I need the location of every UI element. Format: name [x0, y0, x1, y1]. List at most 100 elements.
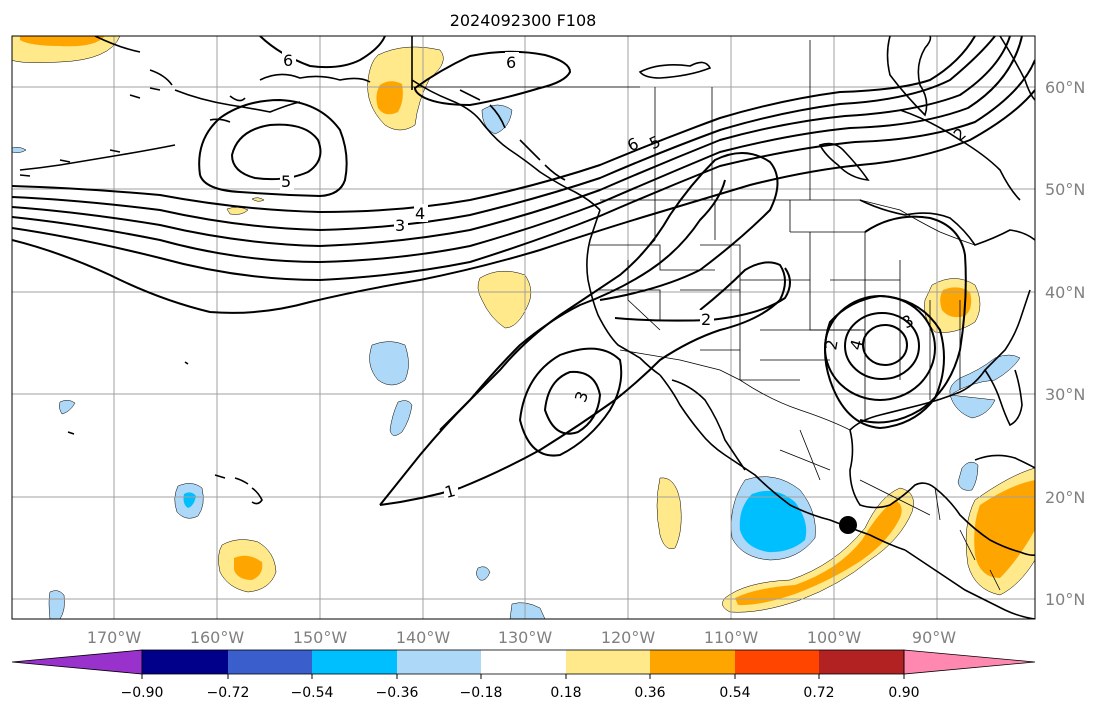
contour-line	[824, 294, 945, 430]
lon-label: 110°W	[704, 628, 759, 647]
colorbar-segment	[481, 650, 566, 674]
colorbar-tick-label: −0.36	[376, 685, 419, 701]
contour-line	[518, 347, 623, 457]
negative-anomaly-area	[509, 602, 546, 619]
negative-anomaly-core	[739, 490, 807, 553]
positive-anomaly-area	[477, 270, 532, 329]
hawaii	[214, 474, 263, 505]
negative-anomaly-area	[476, 566, 491, 581]
lon-label: 100°W	[807, 628, 862, 647]
contour-line	[230, 123, 322, 181]
contour-line	[12, 36, 976, 214]
contour-label: 1	[443, 481, 458, 502]
colorbar-tick-label: −0.90	[121, 685, 164, 701]
positive-anomaly-core	[940, 287, 972, 318]
map-frame	[11, 35, 1036, 620]
map-area	[12, 36, 1035, 619]
colorbar-segment	[650, 650, 735, 674]
anomaly-shading	[12, 36, 1035, 619]
lat-label: 30°N	[1045, 385, 1085, 404]
mexico-coast	[659, 374, 906, 551]
colorbar-tick-label: −0.54	[291, 685, 334, 701]
colorbar-segment	[397, 650, 481, 674]
negative-anomaly-area	[389, 400, 413, 436]
colorbar-segment	[819, 650, 904, 674]
contour-line	[198, 98, 348, 198]
positive-anomaly-area	[251, 197, 265, 202]
contour-line	[12, 59, 1035, 282]
us-canada-border	[600, 199, 976, 246]
contour-line	[859, 215, 967, 424]
contour-line	[12, 36, 996, 232]
contour-line	[439, 152, 779, 431]
contour-label: 4	[846, 337, 867, 352]
lat-label: 20°N	[1045, 488, 1085, 507]
colorbar-segment	[142, 650, 228, 674]
contour-label: 5	[281, 172, 291, 191]
contour-line	[379, 261, 786, 506]
positive-anomaly-core	[20, 36, 105, 47]
colorbar-extend-max	[903, 649, 1036, 675]
contour-line	[862, 324, 908, 366]
contour-line	[379, 179, 726, 506]
location-marker	[839, 516, 857, 534]
positive-anomaly-core	[234, 555, 263, 580]
colorbar-tick-label: −0.18	[460, 685, 503, 701]
negative-anomaly-area	[12, 147, 27, 153]
colorbar-tick-label: 0.54	[719, 685, 750, 701]
colorbar-segment	[312, 650, 397, 674]
negative-anomaly-area	[369, 341, 409, 386]
contour-line	[12, 36, 1023, 264]
colorbar-tick-label: 0.72	[803, 685, 834, 701]
positive-anomaly-area	[656, 477, 682, 549]
colorbar-extend-min	[11, 649, 143, 675]
lon-label: 90°W	[912, 628, 956, 647]
contour-line	[614, 267, 791, 322]
colorbar-tick-label: 0.18	[550, 685, 581, 701]
coastlines	[19, 36, 1035, 619]
positive-anomaly-core	[376, 81, 403, 115]
colorbar-segment	[566, 650, 650, 674]
negative-anomaly-area	[949, 354, 1021, 419]
lat-label: 60°N	[1045, 78, 1085, 97]
colorbar-segment	[228, 650, 312, 674]
colorbar: −0.90 −0.72 −0.54 −0.36 −0.18 0.18 0.36 …	[11, 649, 1036, 701]
colorbar-tick-label: −0.72	[207, 685, 250, 701]
contour-line	[12, 89, 1035, 314]
contour-label: 6	[506, 53, 516, 72]
positive-anomaly-core	[735, 500, 902, 606]
contour-label: 3	[395, 216, 405, 235]
us-mexico-border	[619, 349, 851, 431]
lat-label: 10°N	[1045, 590, 1085, 609]
negative-anomaly-core	[183, 492, 196, 508]
contour-label: 2	[821, 338, 841, 351]
contour-line	[844, 312, 920, 380]
lon-label: 140°W	[396, 628, 451, 647]
lon-label: 150°W	[293, 628, 348, 647]
us-west-coast	[586, 209, 661, 376]
lat-label: 50°N	[1045, 180, 1085, 199]
lat-label: 40°N	[1045, 283, 1085, 302]
negative-anomaly-area	[957, 461, 979, 491]
longitude-axis: 170°W 160°W 150°W 140°W 130°W 120°W 110°…	[87, 628, 956, 647]
lon-label: 160°W	[190, 628, 245, 647]
negative-anomaly-area	[59, 400, 76, 415]
negative-anomaly-area	[48, 590, 65, 619]
lon-label: 130°W	[498, 628, 553, 647]
contour-label: 2	[701, 310, 711, 329]
lon-label: 120°W	[601, 628, 656, 647]
contour-label: 4	[415, 204, 425, 223]
contour-line	[12, 36, 1011, 248]
positive-anomaly-area	[226, 207, 249, 215]
contour-line	[413, 50, 572, 107]
latitude-axis: 60°N 50°N 40°N 30°N 20°N 10°N	[1045, 78, 1085, 609]
colorbar-segment	[735, 650, 819, 674]
positive-anomaly-core	[974, 480, 1035, 578]
contour-label: 6	[283, 51, 293, 70]
chart-title: 2024092300 F108	[450, 11, 597, 30]
colorbar-tick-label: 0.36	[634, 685, 665, 701]
contours	[12, 36, 1035, 506]
colorbar-tick-label: 0.90	[888, 685, 919, 701]
lon-label: 170°W	[87, 628, 142, 647]
